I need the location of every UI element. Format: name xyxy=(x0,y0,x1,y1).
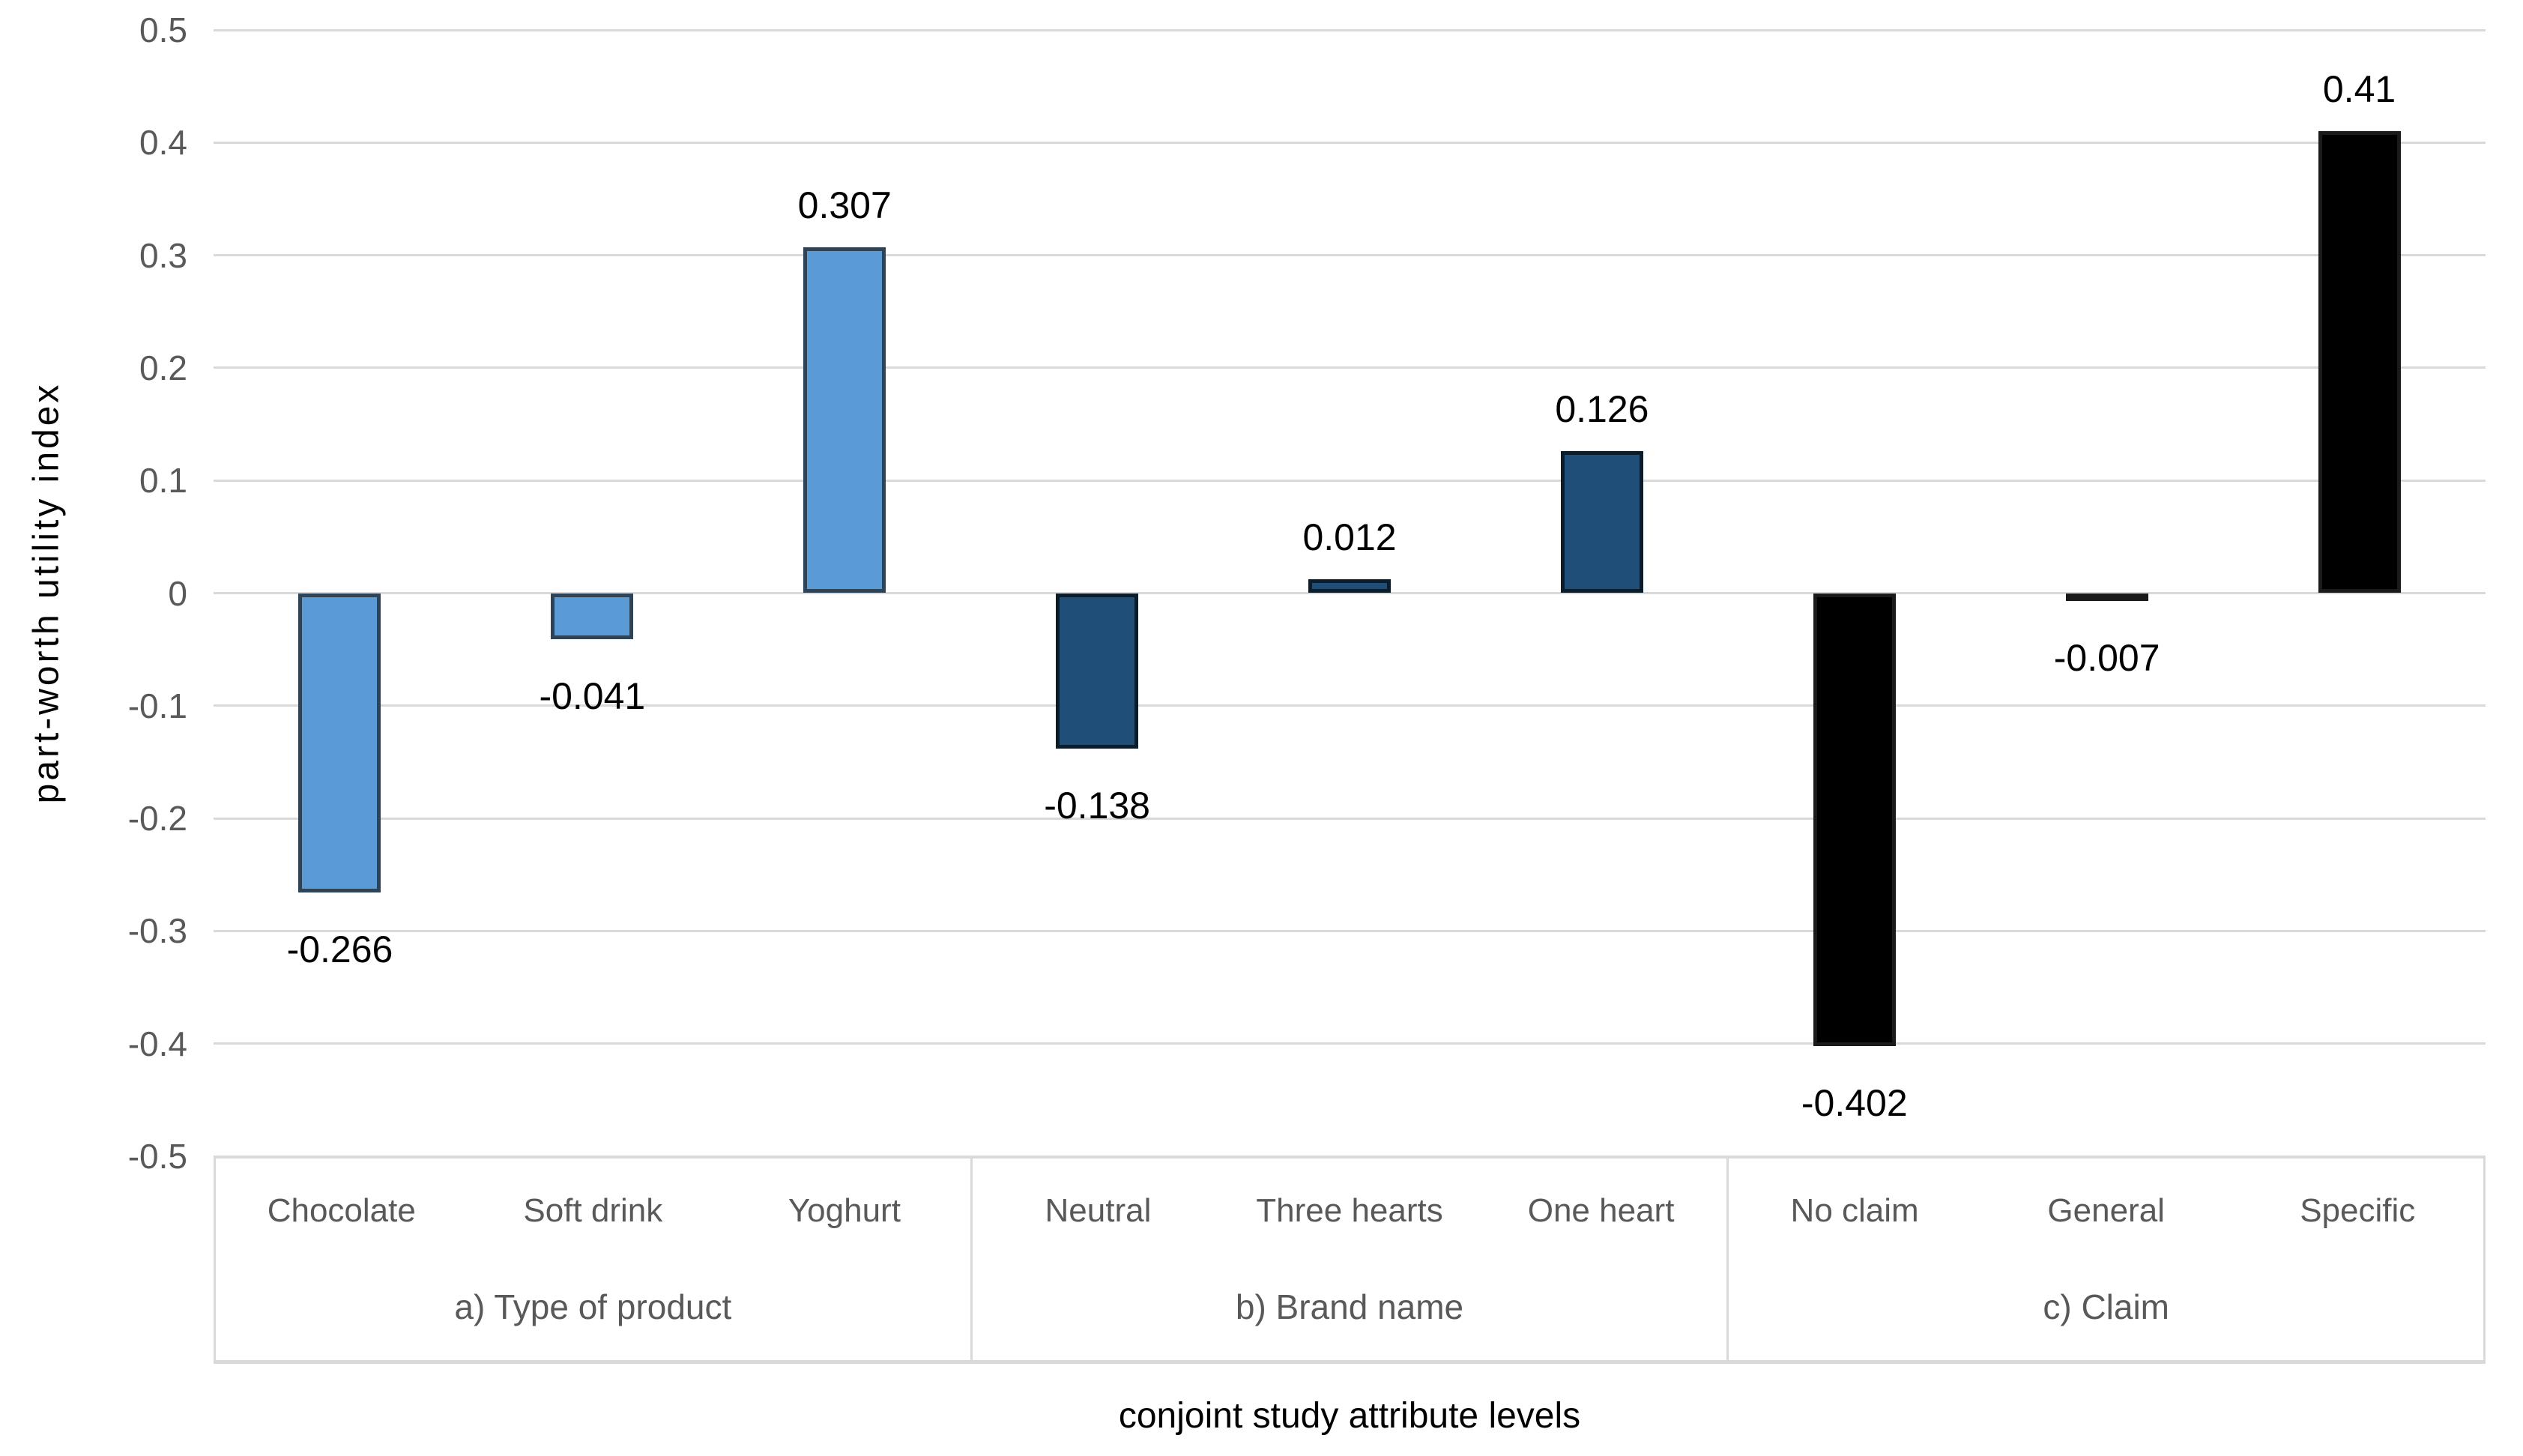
x-axis-title: conjoint study attribute levels xyxy=(1118,1396,1581,1436)
gridline xyxy=(214,28,2486,31)
bar xyxy=(298,593,381,893)
bar-value-label: -0.041 xyxy=(539,675,646,718)
category-axis-box: Chocolate Soft drink Yoghurt a) Type of pro… xyxy=(214,1156,2486,1364)
bar-value-label: 0.126 xyxy=(1555,388,1649,431)
gridline xyxy=(214,704,2486,707)
category-label: Neutral xyxy=(1045,1192,1152,1229)
category-levels-row: Neutral Three hearts One heart xyxy=(973,1159,1727,1263)
bar xyxy=(1308,579,1391,593)
bar xyxy=(2065,593,2148,602)
gridline xyxy=(214,592,2486,594)
category-label: Soft drink xyxy=(523,1192,663,1229)
category-group: Neutral Three hearts One heart b) Brand nam… xyxy=(970,1159,1727,1360)
category-label: Three hearts xyxy=(1256,1192,1443,1229)
category-label: One heart xyxy=(1527,1192,1675,1229)
gridline xyxy=(214,479,2486,482)
y-tick-label: 0.1 xyxy=(139,461,187,501)
bar xyxy=(1813,593,1896,1046)
y-tick-label: 0 xyxy=(168,573,187,613)
bar-value-label: -0.402 xyxy=(1801,1081,1908,1124)
gridline xyxy=(214,1042,2486,1045)
category-label: Yoghurt xyxy=(788,1192,901,1229)
y-tick-label: 0.4 xyxy=(139,123,187,163)
y-tick-label: -0.4 xyxy=(127,1024,187,1063)
category-levels-row: Chocolate Soft drink Yoghurt xyxy=(216,1159,970,1263)
bar xyxy=(551,593,634,640)
y-tick-label: 0.2 xyxy=(139,348,187,387)
plot-area: -0.266 -0.041 0.307 -0.138 0.012 0.126 -0.402 -… xyxy=(214,28,2486,1158)
y-tick-label: 0.5 xyxy=(139,10,187,49)
category-levels-row: No claim General Specific xyxy=(1729,1159,2483,1263)
y-tick-label: -0.5 xyxy=(127,1137,187,1176)
gridline xyxy=(214,929,2486,932)
y-tick-label: 0.3 xyxy=(139,235,187,275)
category-label: No claim xyxy=(1790,1192,1919,1229)
bar-value-label: -0.138 xyxy=(1044,784,1150,827)
category-label: General xyxy=(2047,1192,2165,1229)
bar-value-label: -0.266 xyxy=(286,928,393,971)
bar xyxy=(2318,131,2401,593)
category-group-label: c) Claim xyxy=(2043,1287,2170,1326)
category-label: Chocolate xyxy=(267,1192,416,1229)
category-group: Chocolate Soft drink Yoghurt a) Type of pro… xyxy=(216,1159,970,1360)
y-tick-label: -0.3 xyxy=(127,911,187,951)
category-group-label: a) Type of product xyxy=(454,1287,732,1326)
bar-value-label: 0.41 xyxy=(2322,68,2396,111)
gridline xyxy=(214,254,2486,257)
y-tick-label: -0.1 xyxy=(127,686,187,725)
category-group: No claim General Specific c) Claim xyxy=(1726,1159,2483,1360)
bar-value-label: 0.307 xyxy=(797,184,892,227)
bar xyxy=(1560,451,1643,593)
bar-value-label: -0.007 xyxy=(2053,637,2160,680)
bar-value-label: 0.012 xyxy=(1302,516,1397,559)
gridline xyxy=(214,366,2486,369)
bar xyxy=(803,247,886,593)
bar xyxy=(1056,593,1139,749)
gridline xyxy=(214,817,2486,820)
y-tick-label: -0.2 xyxy=(127,799,187,839)
gridline xyxy=(214,141,2486,144)
category-label: Specific xyxy=(2300,1192,2416,1229)
category-group-label: b) Brand name xyxy=(1235,1287,1464,1326)
